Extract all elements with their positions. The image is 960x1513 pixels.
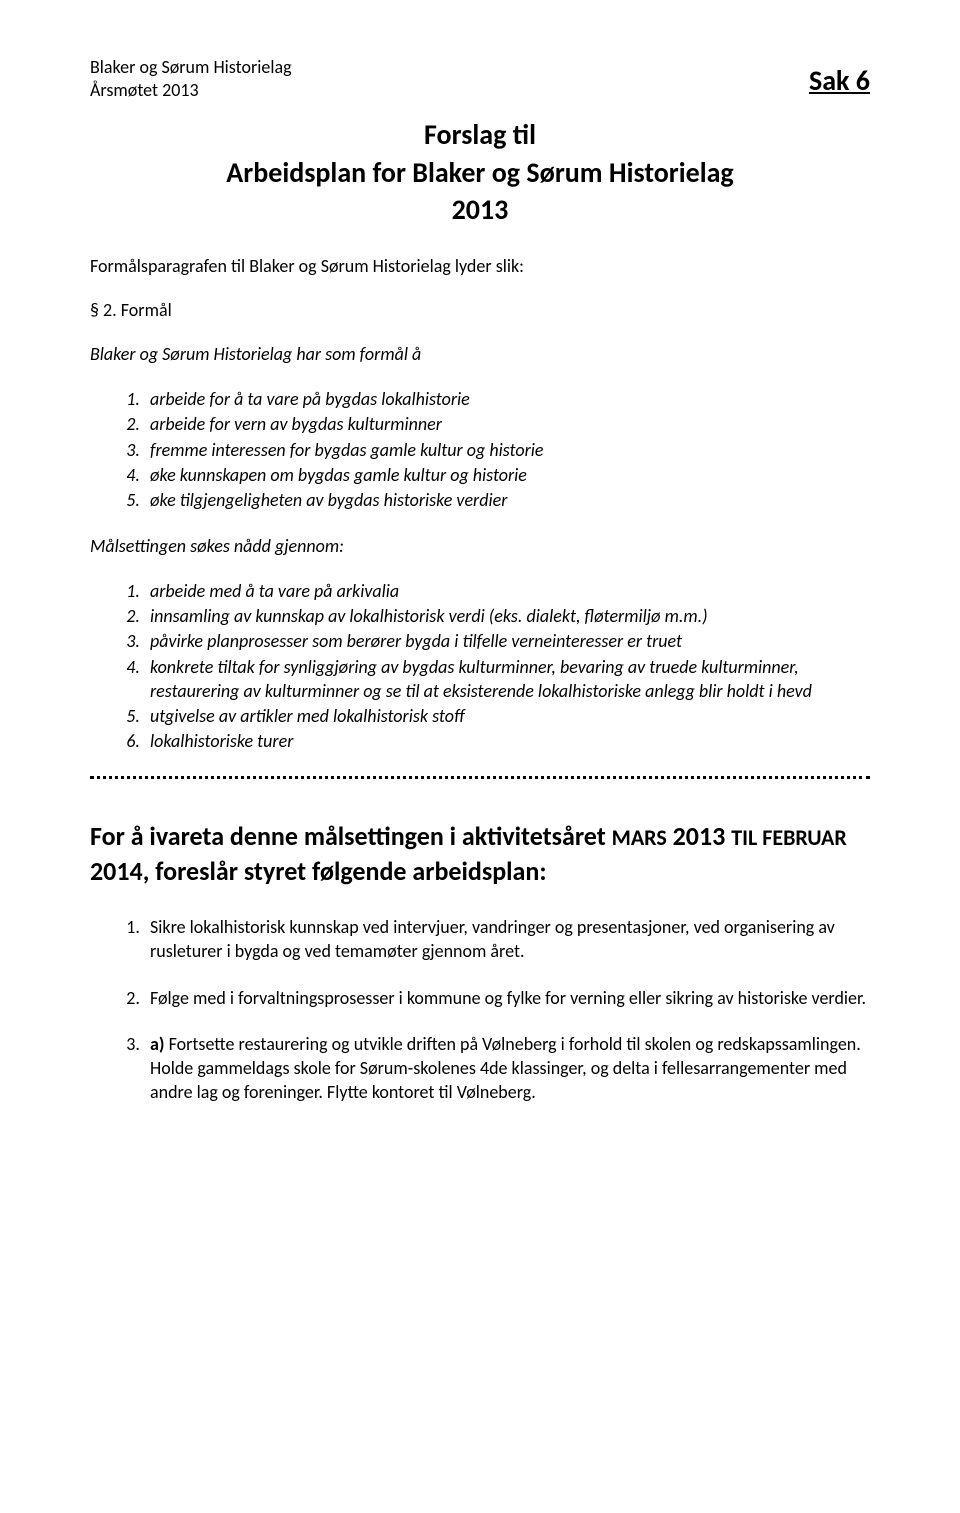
intro-italic: Blaker og Sørum Historielag har som form… — [90, 343, 870, 365]
list-item: øke tilgjengeligheten av bygdas historis… — [144, 488, 870, 512]
list-item: påvirke planprosesser som berører bygda … — [144, 629, 870, 653]
list-item: innsamling av kunnskap av lokalhistorisk… — [144, 604, 870, 628]
list-item: arbeide med å ta vare på arkivalia — [144, 579, 870, 603]
list-item: fremme interessen for bygdas gamle kultu… — [144, 438, 870, 462]
lead-text: Formålsparagrafen til Blaker og Sørum Hi… — [90, 255, 870, 277]
list-item-text: Fortsette restaurering og utvikle drifte… — [150, 1033, 861, 1104]
list-item: konkrete tiltak for synliggjøring av byg… — [144, 655, 870, 704]
goal-list: arbeide med å ta vare på arkivalia innsa… — [90, 579, 870, 754]
title-line-3: 2013 — [90, 191, 870, 229]
list-item: Følge med i forvaltningsprosesser i komm… — [144, 986, 870, 1010]
goal-preamble: Målsettingen søkes nådd gjennom: — [90, 535, 870, 557]
list-item: arbeide for å ta vare på bygdas lokalhis… — [144, 387, 870, 411]
heading-smallcaps: MARS — [612, 824, 667, 851]
title-line-1: Forslag til — [90, 116, 870, 154]
heading-part: 2014, foreslår styret følgende arbeidspl… — [90, 855, 547, 887]
purpose-list: arbeide for å ta vare på bygdas lokalhis… — [90, 387, 870, 512]
title-line-2: Arbeidsplan for Blaker og Sørum Historie… — [90, 154, 870, 192]
list-item: a) Fortsette restaurering og utvikle dri… — [144, 1032, 870, 1105]
list-item-bold-prefix: a) — [150, 1033, 165, 1055]
list-item: Sikre lokalhistorisk kunnskap ved interv… — [144, 915, 870, 964]
list-item: lokalhistoriske turer — [144, 729, 870, 753]
list-item: utgivelse av artikler med lokalhistorisk… — [144, 704, 870, 728]
action-heading: For å ivareta denne målsettingen i aktiv… — [90, 819, 870, 889]
dotted-divider — [90, 776, 870, 779]
heading-smallcaps: TIL FEBRUAR — [731, 824, 847, 851]
list-item: øke kunnskapen om bygdas gamle kultur og… — [144, 463, 870, 487]
heading-part: For å ivareta denne målsettingen i aktiv… — [90, 820, 612, 852]
action-list: Sikre lokalhistorisk kunnskap ved interv… — [90, 915, 870, 1105]
list-item: arbeide for vern av bygdas kulturminner — [144, 412, 870, 436]
section-label: § 2. Formål — [90, 299, 870, 321]
heading-part: 2013 — [667, 820, 731, 852]
title-block: Forslag til Arbeidsplan for Blaker og Sø… — [90, 116, 870, 229]
